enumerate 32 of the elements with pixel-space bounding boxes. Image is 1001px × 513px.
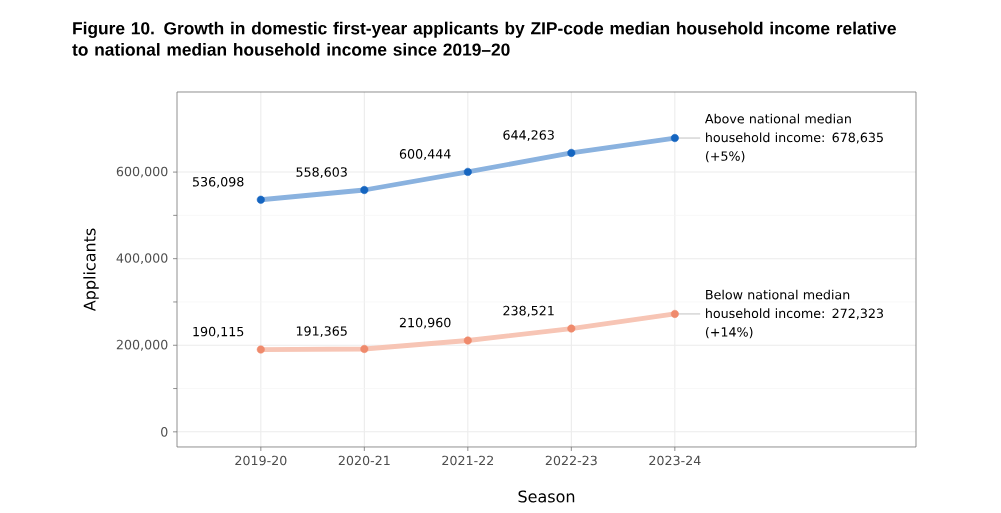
y-tick-label: 600,000 — [116, 166, 168, 178]
data-label: 600,444 — [399, 149, 451, 160]
y-axis-title: Applicants — [83, 228, 99, 312]
point — [360, 186, 369, 194]
data-label: 644,263 — [503, 130, 554, 142]
data-label: 210,960 — [399, 317, 451, 329]
x-tick-label: 2022-23 — [545, 455, 597, 466]
point — [360, 344, 369, 353]
data-label: 190,115 — [193, 326, 244, 338]
x-tick-label: 2019-20 — [235, 455, 287, 466]
point — [256, 345, 265, 354]
data-label: 558,603 — [296, 167, 347, 179]
x-tick-label: 2020-21 — [338, 455, 390, 466]
text: Above national median household income: 678,635 (+5%) — [704, 113, 883, 163]
point — [463, 336, 472, 345]
point — [256, 195, 265, 204]
data-label: 191,365 — [296, 326, 347, 338]
point — [670, 134, 679, 143]
data-label: 536,098 — [192, 176, 244, 188]
point — [567, 148, 576, 157]
data-label: 238,521 — [503, 305, 554, 317]
x-axis-title: Season — [518, 490, 575, 503]
point — [567, 324, 576, 333]
y-tick-label: 200,000 — [116, 339, 168, 351]
point — [670, 309, 679, 318]
x-tick-label: 2023-24 — [649, 455, 701, 466]
chart-title: Figure 10. Growth in domestic first-year applicants by ZIP-code median household income relative to national median household income since 2019–20 — [72, 21, 896, 56]
y-tick-label: 400,000 — [116, 253, 168, 265]
x-tick-label: 2021-22 — [442, 455, 494, 466]
point — [463, 167, 472, 176]
y-tick-label: 0 — [161, 427, 168, 437]
text: Below national median household income: 272,323 (+14%) — [705, 289, 883, 339]
